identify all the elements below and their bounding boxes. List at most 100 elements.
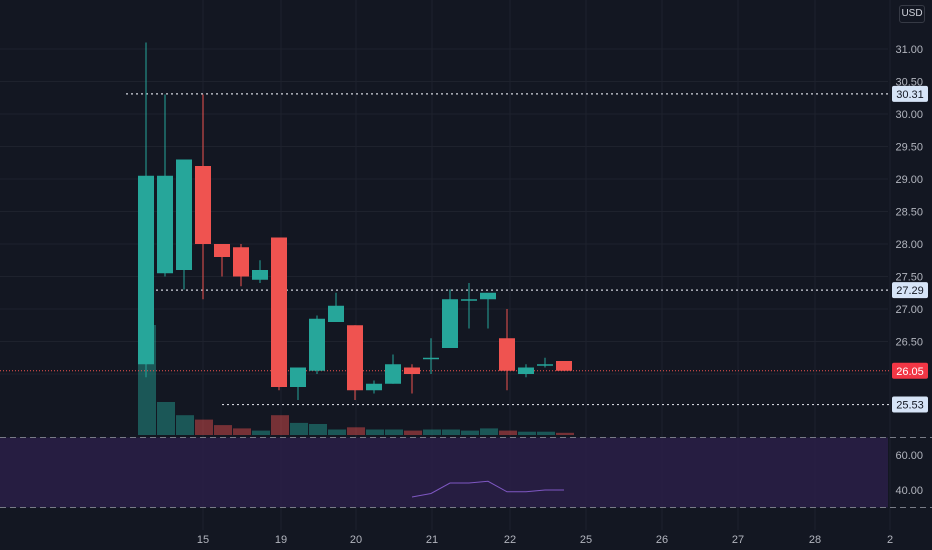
candle-body	[461, 299, 477, 301]
volume-bar	[233, 428, 251, 435]
candle-body	[480, 292, 496, 300]
candle-up	[385, 354, 401, 384]
candle-up	[157, 94, 173, 277]
time-tick-label: 2	[887, 534, 893, 546]
candle-body	[271, 237, 287, 387]
candle-body	[290, 367, 306, 387]
volume-bar	[423, 429, 441, 435]
volume-bar	[556, 432, 574, 435]
volume-bar	[157, 402, 175, 435]
volume-bar	[290, 422, 308, 435]
candle-up	[328, 292, 344, 322]
volume-bar	[252, 430, 270, 435]
candle-body	[404, 367, 420, 374]
time-tick-label: 20	[350, 534, 362, 546]
level-price-label: 30.31	[896, 89, 924, 101]
time-tick-label: 22	[504, 534, 516, 546]
level-lines	[0, 93, 890, 406]
candle-up	[461, 283, 477, 329]
volume-bar	[195, 419, 213, 435]
price-tick-label: 27.00	[895, 304, 923, 316]
volume-bar	[347, 427, 365, 435]
price-tick-label: 28.00	[895, 239, 923, 251]
time-tick-label: 25	[580, 534, 592, 546]
volume-bar	[480, 428, 498, 435]
rsi-line	[411, 480, 564, 498]
candle-up	[138, 42, 154, 378]
time-tick-label: 28	[809, 534, 821, 546]
volume-bar	[176, 415, 194, 435]
candle-body	[537, 364, 553, 366]
level-price-label-bg	[892, 282, 928, 299]
volume-bar	[518, 431, 536, 435]
candle-body	[423, 357, 439, 360]
volume-bar	[214, 425, 232, 435]
candle-up	[442, 289, 458, 348]
candle-down	[233, 244, 249, 287]
candle-body	[518, 367, 534, 374]
rsi-tick-label: 40.00	[895, 485, 923, 497]
time-tick-label: 19	[275, 534, 287, 546]
rsi-background-band	[0, 437, 888, 508]
candle-body	[309, 318, 325, 371]
candle-up	[252, 260, 268, 283]
candle-body	[328, 305, 344, 322]
candle-up	[309, 315, 325, 374]
price-tick-label: 30.00	[895, 109, 923, 121]
rsi-pane	[0, 437, 932, 508]
level-price-label-bg	[892, 85, 928, 102]
rsi-tick-label: 60.00	[895, 450, 923, 462]
candle-body	[347, 325, 363, 391]
candle-body	[214, 244, 230, 257]
candle-body	[157, 175, 173, 274]
candle-body	[385, 364, 401, 384]
volume-bar	[442, 429, 460, 435]
last-price-label: 26.05	[896, 366, 924, 378]
candle-down	[195, 94, 211, 300]
level-price-label: 27.29	[896, 285, 924, 297]
candle-body	[499, 338, 515, 371]
time-axis[interactable]: 15 19 20 21 22 25 26 27 28 2	[197, 534, 893, 546]
volume-bar	[271, 415, 289, 435]
volume-bar	[499, 430, 517, 435]
time-tick-label: 26	[656, 534, 668, 546]
price-tick-label: 27.50	[895, 272, 923, 284]
level-price-label: 25.53	[896, 400, 924, 412]
price-tick-label: 26.50	[895, 337, 923, 349]
price-tick-label: 28.50	[895, 207, 923, 219]
candle-up	[480, 292, 496, 329]
candle-down	[404, 364, 420, 394]
volume-bar	[537, 431, 555, 435]
candle-body	[138, 175, 154, 365]
price-labels: 30.31 27.29 25.53 26.05	[892, 85, 928, 413]
volume-bar	[404, 430, 422, 435]
time-tick-label: 27	[732, 534, 744, 546]
volume-bar	[309, 424, 327, 435]
candle-up	[366, 380, 382, 394]
candle-body	[233, 247, 249, 277]
time-tick-label: 21	[426, 534, 438, 546]
candle-body	[252, 270, 268, 280]
candle-up	[290, 367, 306, 400]
candle-up	[537, 357, 553, 368]
last-price-label-bg	[892, 362, 928, 379]
candle-body	[366, 383, 382, 391]
candle-up	[423, 338, 439, 374]
candle-down	[556, 361, 572, 371]
candle-body	[176, 159, 192, 270]
candle-body	[442, 299, 458, 348]
currency-button[interactable]: USD	[899, 5, 925, 23]
volume-bar	[461, 430, 479, 435]
candle-up	[176, 159, 192, 290]
price-tick-label: 29.00	[895, 174, 923, 186]
candle-body	[195, 166, 211, 244]
price-tick-label: 29.50	[895, 142, 923, 154]
volume-bar	[366, 429, 384, 435]
time-tick-label: 15	[197, 534, 209, 546]
candle-body	[556, 361, 572, 371]
level-price-label-bg	[892, 396, 928, 413]
volume-bar	[328, 429, 346, 435]
price-tick-label: 31.00	[895, 44, 923, 56]
candle-down	[271, 237, 287, 391]
